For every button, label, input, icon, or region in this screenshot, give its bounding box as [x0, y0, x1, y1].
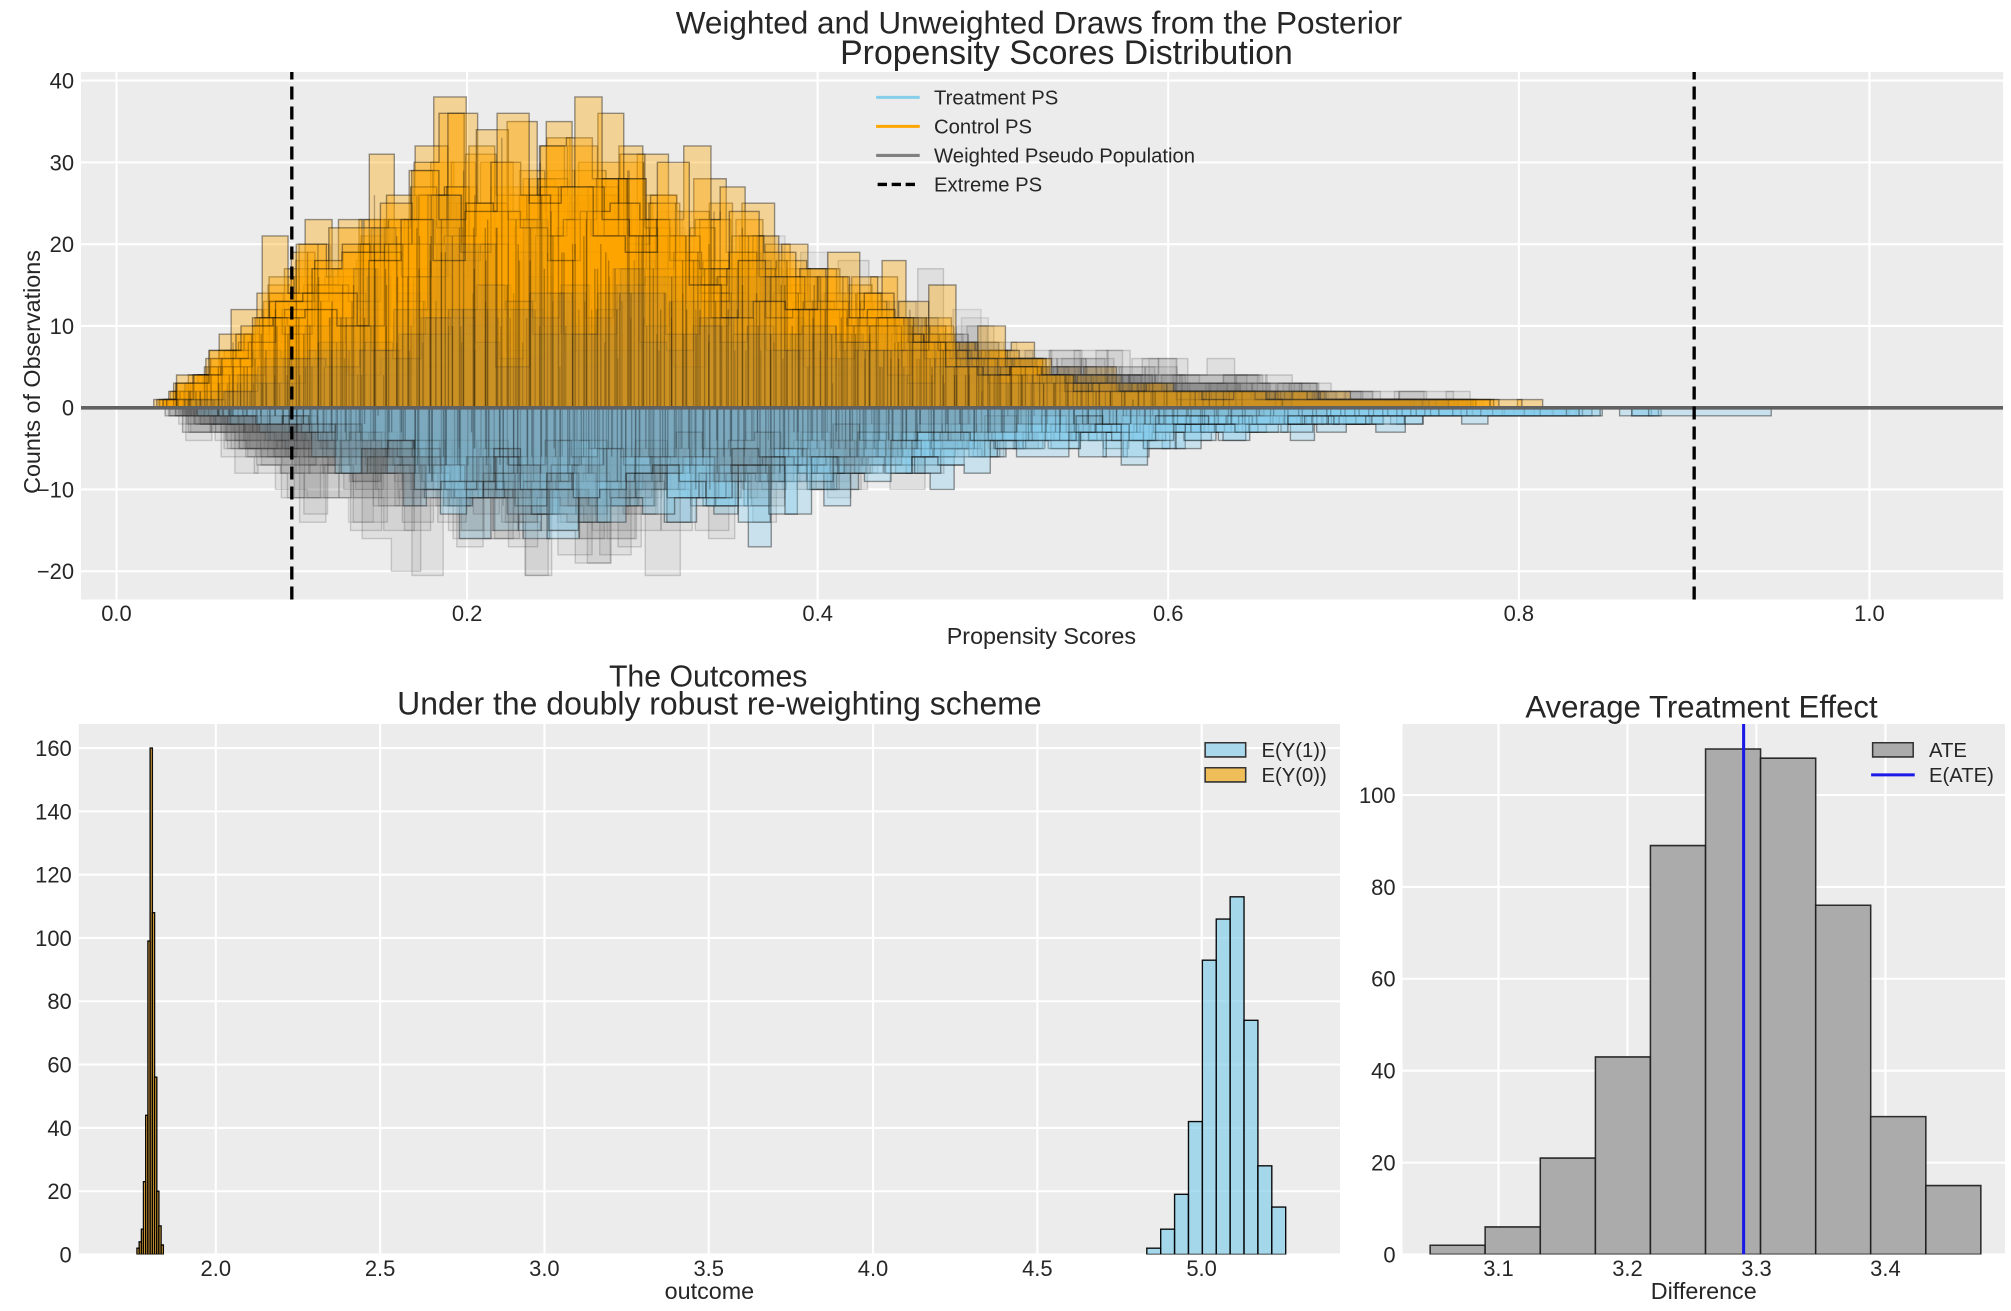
svg-text:0: 0 [60, 1242, 72, 1267]
svg-text:20: 20 [47, 1179, 71, 1204]
svg-text:Propensity Scores Distribution: Propensity Scores Distribution [840, 34, 1293, 72]
svg-text:Weighted Pseudo Population: Weighted Pseudo Population [934, 146, 1195, 168]
svg-text:3.1: 3.1 [1483, 1256, 1513, 1281]
svg-text:0.0: 0.0 [101, 601, 131, 626]
svg-text:3.2: 3.2 [1612, 1256, 1642, 1281]
svg-text:2.5: 2.5 [365, 1256, 395, 1281]
svg-text:30: 30 [50, 150, 74, 175]
svg-text:160: 160 [35, 736, 72, 761]
svg-text:3.3: 3.3 [1741, 1256, 1772, 1281]
svg-text:0.8: 0.8 [1504, 601, 1534, 626]
svg-text:4.0: 4.0 [858, 1256, 889, 1281]
svg-text:0.2: 0.2 [452, 601, 483, 626]
svg-text:100: 100 [1359, 783, 1396, 808]
svg-text:80: 80 [47, 989, 71, 1014]
svg-text:Extreme PS: Extreme PS [934, 175, 1042, 197]
svg-text:outcome: outcome [665, 1278, 754, 1304]
svg-text:2.0: 2.0 [201, 1256, 232, 1281]
svg-text:3.4: 3.4 [1870, 1256, 1901, 1281]
svg-text:60: 60 [1371, 967, 1395, 992]
svg-text:E(ATE): E(ATE) [1929, 765, 1994, 787]
svg-text:Weighted and Unweighted Draws: Weighted and Unweighted Draws from the P… [676, 4, 1402, 40]
svg-text:1.0: 1.0 [1854, 601, 1885, 626]
svg-text:0: 0 [62, 396, 74, 421]
svg-text:80: 80 [1371, 875, 1395, 900]
svg-text:Treatment PS: Treatment PS [934, 87, 1058, 109]
svg-text:20: 20 [50, 232, 74, 257]
svg-text:40: 40 [1371, 1059, 1395, 1084]
svg-text:0.6: 0.6 [1153, 601, 1184, 626]
svg-text:−20: −20 [37, 559, 74, 584]
svg-text:20: 20 [1371, 1151, 1395, 1176]
svg-text:120: 120 [35, 863, 72, 888]
svg-text:3.5: 3.5 [693, 1256, 724, 1281]
svg-text:40: 40 [47, 1116, 71, 1141]
svg-text:10: 10 [50, 314, 74, 339]
svg-text:Counts of Observations: Counts of Observations [19, 250, 45, 494]
svg-text:40: 40 [50, 69, 74, 94]
svg-text:Difference: Difference [1651, 1278, 1757, 1304]
svg-text:60: 60 [47, 1053, 71, 1078]
svg-text:3.0: 3.0 [529, 1256, 560, 1281]
svg-text:5.0: 5.0 [1186, 1256, 1217, 1281]
svg-text:100: 100 [35, 926, 72, 951]
svg-text:Under the doubly robust re-wei: Under the doubly robust re-weighting sch… [397, 685, 1041, 721]
svg-text:E(Y(1)): E(Y(1)) [1261, 740, 1326, 762]
svg-text:The Outcomes: The Outcomes [609, 661, 807, 694]
svg-text:−10: −10 [37, 477, 74, 502]
svg-text:Average Treatment Effect: Average Treatment Effect [1525, 689, 1878, 724]
svg-text:140: 140 [35, 799, 72, 824]
svg-text:Propensity Scores: Propensity Scores [947, 623, 1136, 649]
svg-text:0: 0 [1383, 1242, 1395, 1267]
svg-text:Control PS: Control PS [934, 116, 1032, 138]
svg-text:E(Y(0)): E(Y(0)) [1261, 765, 1326, 787]
svg-text:ATE: ATE [1929, 740, 1967, 762]
svg-text:4.5: 4.5 [1022, 1256, 1053, 1281]
svg-text:0.4: 0.4 [802, 601, 833, 626]
